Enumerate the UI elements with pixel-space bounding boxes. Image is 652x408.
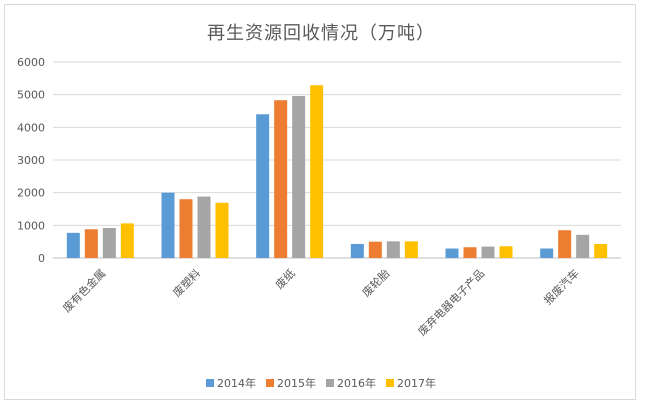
chart-frame: 再生资源回收情况（万吨） 0 1000 2000 3000 4000 5000 6000 废有… (4, 4, 636, 400)
y-tick-label: 5000 (17, 89, 45, 102)
legend-swatch (326, 379, 334, 387)
y-tick-label: 4000 (17, 121, 45, 134)
bar (463, 247, 477, 258)
bar (66, 232, 80, 258)
bar (84, 229, 98, 258)
y-tick-label: 0 (38, 252, 45, 265)
chart-legend: 2014年 2015年 2016年 2017年 (5, 375, 637, 391)
bar (292, 95, 306, 259)
x-category-label: 报废汽车 (541, 266, 582, 307)
legend-label: 2017年 (397, 377, 436, 390)
bar (215, 202, 229, 258)
bar (368, 241, 382, 258)
bar-chart: 0 1000 2000 3000 4000 5000 6000 废有色金属 废塑料 废纸 废轮胎 废弃… (17, 56, 621, 338)
bar (594, 243, 608, 258)
x-category-label: 废轮胎 (359, 266, 392, 299)
y-tick-label: 1000 (17, 219, 45, 232)
y-tick-label: 3000 (17, 154, 45, 167)
legend-item: 2014年 (206, 375, 256, 391)
bar (161, 192, 175, 258)
bar (197, 196, 211, 258)
bar (310, 85, 324, 259)
chart-title: 再生资源回收情况（万吨） (207, 23, 435, 44)
bar (274, 100, 288, 258)
bar (386, 241, 400, 258)
y-tick-label: 2000 (17, 187, 45, 200)
bar (102, 227, 116, 258)
y-tick-label: 6000 (17, 56, 45, 69)
legend-label: 2016年 (337, 377, 376, 390)
legend-label: 2014年 (217, 377, 256, 390)
bar (499, 246, 513, 258)
legend-swatch (206, 379, 214, 387)
bar (481, 246, 495, 258)
legend-swatch (386, 379, 394, 387)
bar (179, 199, 193, 258)
bar (445, 248, 459, 258)
legend-item: 2017年 (386, 375, 436, 391)
x-category-label: 废弃电器电子产品 (415, 266, 487, 338)
bar (558, 230, 572, 258)
bar (576, 234, 590, 258)
bar (256, 114, 270, 259)
legend-label: 2015年 (277, 377, 316, 390)
x-category-label: 废有色金属 (60, 266, 109, 315)
x-category-label: 废塑料 (170, 266, 203, 299)
legend-item: 2016年 (326, 375, 376, 391)
legend-swatch (266, 379, 274, 387)
bar (540, 248, 554, 258)
bar (120, 223, 134, 258)
bar (404, 241, 418, 258)
x-category-label: 废纸 (272, 266, 297, 291)
legend-item: 2015年 (266, 375, 316, 391)
bar (350, 243, 364, 258)
